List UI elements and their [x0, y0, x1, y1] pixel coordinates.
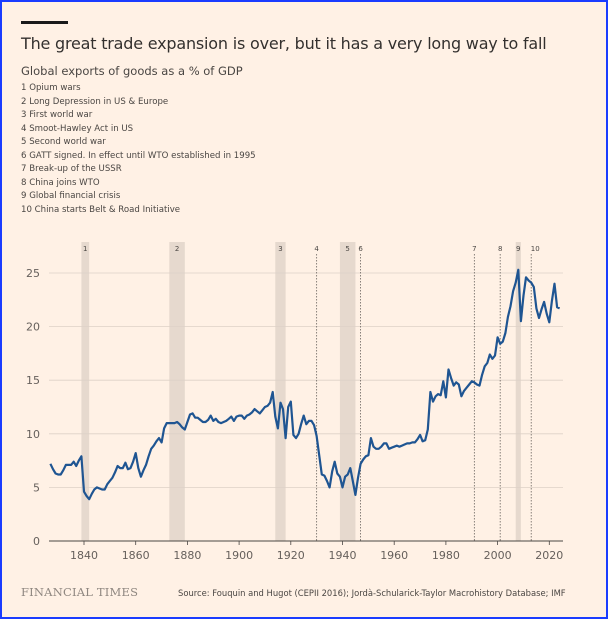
- y-tick-label: 20: [26, 321, 40, 334]
- note: 2 Long Depression in US & Europe: [21, 96, 169, 107]
- shaded-band: [275, 242, 286, 541]
- note: 1 Opium wars: [21, 83, 81, 93]
- note: 4 Smoot-Hawley Act in US: [21, 123, 134, 134]
- note: 10 China starts Belt & Road Initiative: [21, 204, 181, 215]
- y-tick-label: 0: [33, 535, 40, 548]
- shaded-band: [515, 242, 521, 541]
- note: 3 First world war: [21, 110, 93, 120]
- x-tick-label: 1920: [277, 549, 305, 562]
- note: 6 GATT signed. In effect until WTO estab…: [21, 150, 256, 161]
- note: 5 Second world war: [21, 137, 106, 147]
- band-label: 3: [278, 245, 282, 253]
- ft-logo: FINANCIAL TIMES: [21, 585, 139, 599]
- x-tick-label: 1880: [173, 549, 201, 562]
- event-label: 10: [531, 245, 540, 253]
- band-label: 9: [516, 245, 520, 253]
- header-rule: [21, 21, 68, 24]
- band-label: 5: [345, 245, 349, 253]
- x-tick-label: 1900: [225, 549, 253, 562]
- x-tick-label: 1860: [122, 549, 150, 562]
- x-tick-label: 2020: [535, 549, 563, 562]
- y-tick-label: 15: [26, 374, 40, 387]
- chart-subtitle: Global exports of goods as a % of GDP: [21, 64, 243, 78]
- note: 7 Break-up of the USSR: [21, 164, 122, 174]
- source-note: Source: Fouquin and Hugot (CEPII 2016); …: [178, 588, 566, 598]
- x-tick-label: 1980: [432, 549, 460, 562]
- x-tick-label: 1840: [70, 549, 98, 562]
- band-label: 2: [175, 245, 179, 253]
- exports-line: [49, 268, 561, 501]
- note: 8 China joins WTO: [21, 177, 100, 188]
- chart-title: The great trade expansion is over, but i…: [21, 34, 547, 53]
- band-label: 1: [83, 245, 87, 253]
- y-tick-label: 25: [26, 267, 40, 280]
- x-tick-label: 1960: [380, 549, 408, 562]
- x-tick-label: 1940: [329, 549, 357, 562]
- note: 9 Global financial crisis: [21, 191, 121, 201]
- shaded-band: [169, 242, 185, 541]
- y-tick-label: 10: [26, 428, 40, 441]
- event-label: 6: [358, 245, 363, 253]
- shaded-band: [81, 242, 90, 541]
- y-tick-label: 5: [33, 481, 40, 494]
- x-tick-label: 2000: [484, 549, 512, 562]
- shaded-band: [339, 242, 356, 541]
- event-label: 8: [498, 245, 502, 253]
- event-label: 7: [472, 245, 476, 253]
- event-notes: 1 Opium wars 2 Long Depression in US & E…: [21, 82, 256, 217]
- event-label: 4: [314, 245, 319, 253]
